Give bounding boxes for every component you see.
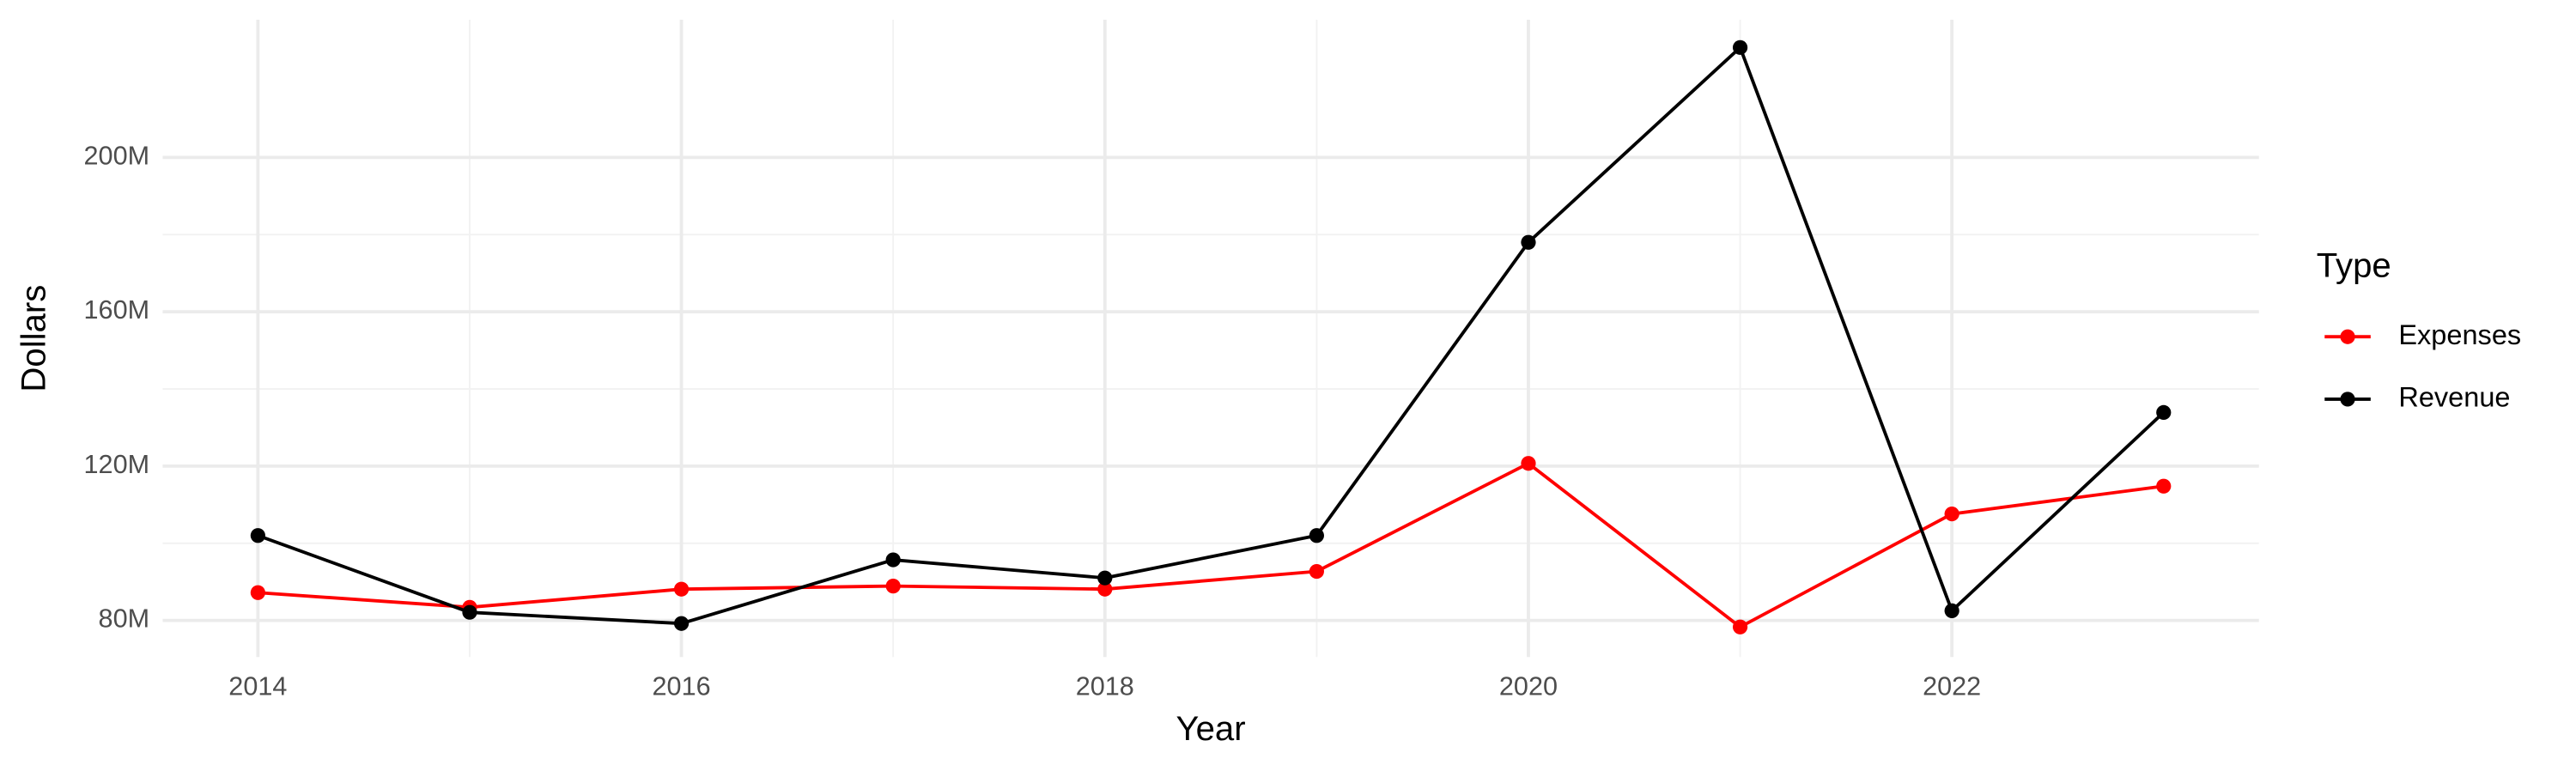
x-tick-label: 2016 [653,672,711,701]
x-tick-label: 2022 [1923,672,1981,701]
x-tick-label: 2014 [228,672,287,701]
y-tick-label: 160M [84,295,150,325]
data-point [673,581,690,597]
data-point [885,552,901,568]
y-tick-label: 80M [99,604,150,634]
data-point [1521,234,1536,250]
legend-title: Type [2317,246,2391,284]
data-point [1944,506,1959,522]
data-point [1309,563,1324,580]
y-tick-label: 120M [84,450,150,479]
x-tick-label: 2020 [1499,672,1558,701]
data-point [1944,603,1959,618]
y-axis-title: Dollars [15,285,53,392]
data-point [2156,478,2172,494]
data-point [1732,39,1748,55]
data-point [1097,581,1113,597]
data-point [250,528,265,543]
data-point [885,579,901,594]
legend-label: Revenue [2398,382,2510,413]
legend-label: Expenses [2398,319,2521,350]
legend-point [2340,329,2355,344]
data-point [250,585,265,600]
data-point [1732,619,1748,634]
y-tick-label: 200M [84,141,150,170]
data-point [462,604,477,620]
data-point [1309,528,1324,543]
legend-point [2340,392,2355,407]
data-point [1097,570,1113,586]
x-axis-title: Year [1176,709,1246,748]
series-line [257,44,2166,626]
data-point [673,616,690,631]
x-tick-label: 2018 [1076,672,1134,701]
series-line [258,461,2165,629]
data-point [2156,404,2172,421]
data-point [1521,456,1536,471]
